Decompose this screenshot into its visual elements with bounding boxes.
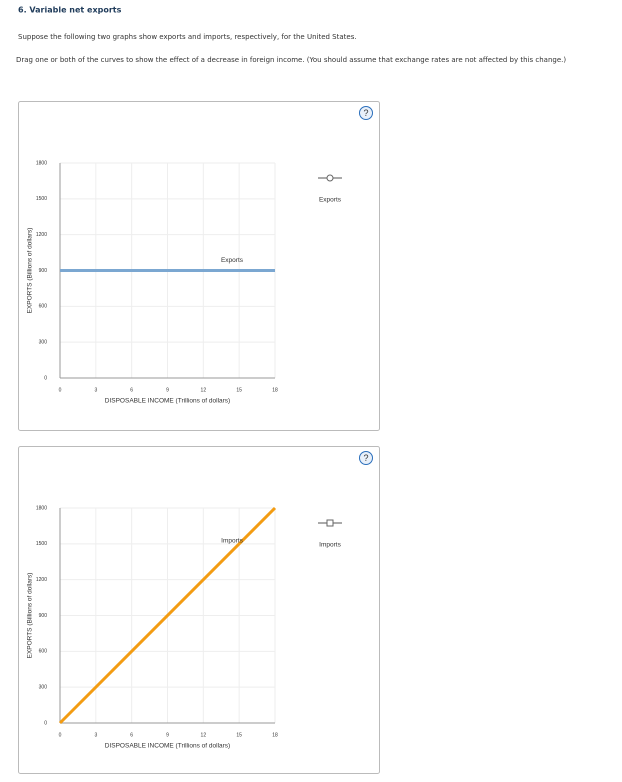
help-icon: ? [363,108,368,118]
y-tick-label: 1800 [36,505,47,511]
instructions: Drag one or both of the curves to show t… [16,56,567,64]
y-tick-label: 600 [39,649,48,655]
curve-label: Imports [221,538,243,545]
y-tick-label: 0 [44,720,47,726]
x-tick-label: 6 [130,387,133,393]
y-tick-label: 1500 [36,196,47,202]
y-tick-label: 900 [39,613,48,619]
y-tick-label: 1200 [36,232,47,238]
legend-marker[interactable] [326,174,334,182]
heading: 6. Variable net exports [18,6,122,15]
help-button[interactable] [359,451,373,465]
y-axis-label: EXPORTS (Billions of dollars) [27,228,34,314]
legend-marker[interactable] [326,519,334,527]
y-tick-label: 1200 [36,577,47,583]
chart-frame [18,446,380,774]
y-tick-label: 300 [39,339,48,345]
chart-frame [18,101,380,431]
curve-label: Exports [221,257,244,264]
intro: Suppose the following two graphs show ex… [18,33,357,41]
y-tick-label: 1500 [36,541,47,547]
x-tick-label: 3 [94,387,97,393]
x-tick-label: 3 [94,732,97,738]
legend-label: Exports [319,197,342,204]
legend-label: Imports [319,542,341,549]
series-line[interactable] [58,506,277,725]
y-tick-label: 300 [39,684,48,690]
x-tick-label: 18 [272,387,278,393]
help-button[interactable] [359,106,373,120]
y-tick-label: 1800 [36,160,47,166]
help-icon: ? [363,453,368,463]
x-tick-label: 18 [272,732,278,738]
instructions-box: Drag one or both of the curves to show t… [16,56,567,64]
y-tick-label: 900 [39,268,48,274]
x-tick-label: 9 [166,387,169,393]
x-tick-label: 12 [201,387,207,393]
x-tick-label: 15 [236,732,242,738]
x-tick-label: 0 [59,732,62,738]
x-tick-label: 0 [59,387,62,393]
y-axis-label: EXPORTS (Billions of dollars) [27,573,34,659]
x-tick-label: 9 [166,732,169,738]
x-axis-label: DISPOSABLE INCOME (Trillions of dollars) [105,743,230,750]
x-tick-label: 15 [236,387,242,393]
x-axis-label: DISPOSABLE INCOME (Trillions of dollars) [105,398,230,405]
x-tick-label: 12 [201,732,207,738]
y-tick-label: 600 [39,304,48,310]
x-tick-label: 6 [130,732,133,738]
y-tick-label: 0 [44,375,47,381]
